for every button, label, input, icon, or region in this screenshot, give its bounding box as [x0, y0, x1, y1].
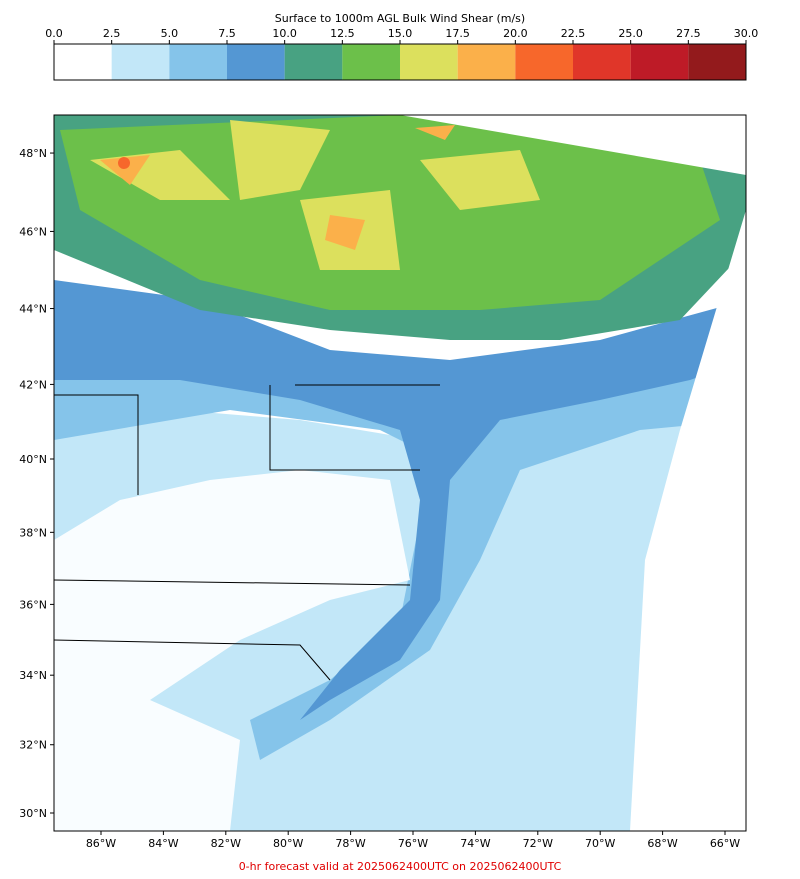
lon-tick-label: 82°W: [211, 837, 241, 850]
colorbar-swatch: [169, 44, 227, 80]
lat-tick-label: 32°N: [19, 739, 47, 752]
lat-tick-label: 38°N: [19, 526, 47, 539]
lat-tick-label: 34°N: [19, 669, 47, 682]
map-frame: [53, 114, 747, 832]
lon-tick-label: 70°W: [585, 837, 615, 850]
lat-tick-label: 46°N: [19, 225, 47, 238]
colorbar-swatch: [111, 44, 170, 80]
shear-field: [53, 115, 746, 831]
lat-tick-label: 48°N: [19, 147, 47, 160]
colorbar-swatch: [400, 44, 458, 80]
lat-tick-label: 44°N: [19, 303, 47, 316]
lon-tick-label: 68°W: [647, 837, 677, 850]
lon-tick-label: 84°W: [148, 837, 178, 850]
colorbar-tick-label: 12.5: [330, 27, 355, 40]
colorbar-swatch: [227, 44, 285, 80]
lat-tick-label: 40°N: [19, 453, 47, 466]
colorbar-tick-label: 10.0: [272, 27, 297, 40]
lon-tick-label: 72°W: [523, 837, 553, 850]
lon-tick-label: 76°W: [398, 837, 428, 850]
colorbar-swatch: [284, 44, 343, 80]
lat-tick-label: 42°N: [19, 378, 47, 391]
colorbar-tick-label: 30.0: [734, 27, 759, 40]
colorbar-tick-label: 22.5: [561, 27, 586, 40]
colorbar-tick-label: 5.0: [161, 27, 179, 40]
colorbar-tick-label: 2.5: [103, 27, 121, 40]
colorbar-swatch: [630, 44, 689, 80]
colorbar-tick-label: 25.0: [618, 27, 643, 40]
lat-tick-label: 36°N: [19, 598, 47, 611]
lon-tick-label: 78°W: [335, 837, 365, 850]
colorbar-swatch: [457, 44, 516, 80]
lon-tick-label: 80°W: [273, 837, 303, 850]
colorbar-tick-label: 7.5: [218, 27, 236, 40]
colorbar-tick-label: 27.5: [676, 27, 701, 40]
lon-tick-label: 74°W: [460, 837, 490, 850]
lon-tick-label: 86°W: [86, 837, 116, 850]
colorbar-swatch: [573, 44, 631, 80]
colorbar-tick-label: 0.0: [45, 27, 63, 40]
colorbar-swatch: [342, 44, 400, 80]
colorbar-swatch: [688, 44, 746, 80]
lat-tick-label: 30°N: [19, 807, 47, 820]
colorbar-tick-label: 17.5: [445, 27, 470, 40]
footer: 0-hr forecast valid at 2025062400UTC on …: [239, 860, 562, 873]
colorbar-tick-label: 15.0: [388, 27, 413, 40]
colorbar-tick-label: 20.0: [503, 27, 528, 40]
lon-tick-label: 66°W: [710, 837, 740, 850]
colorbar-title: Surface to 1000m AGL Bulk Wind Shear (m/…: [275, 12, 525, 25]
colorbar-swatch: [515, 44, 573, 80]
colorbar-swatch: [54, 44, 112, 80]
